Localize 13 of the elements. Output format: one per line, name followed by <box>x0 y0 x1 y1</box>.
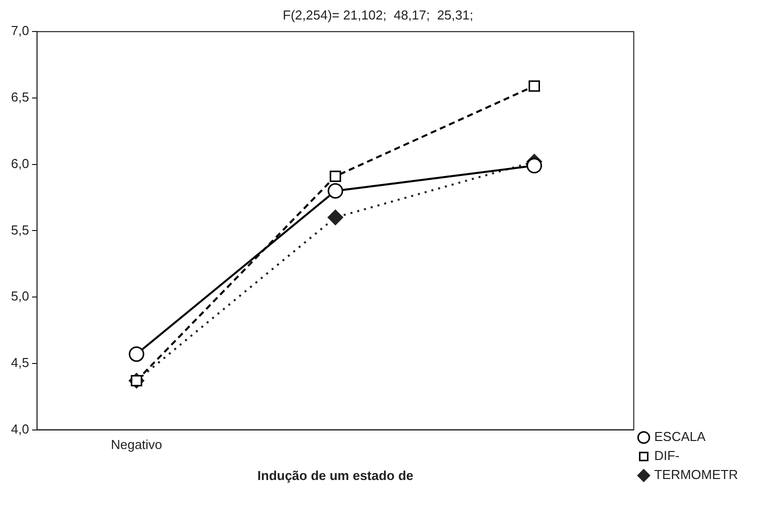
y-tick-label: 4,0 <box>10 421 30 436</box>
legend-label: ESCALA <box>654 429 706 444</box>
y-tick-label: 6,0 <box>10 156 30 171</box>
chart-title: F(2,254)= 21,102; 48,17; 25,31; <box>282 7 474 22</box>
y-tick-label: 5,5 <box>10 222 30 238</box>
x-axis-title: Indução de um estado de <box>257 468 414 483</box>
y-tick-label: 4,5 <box>10 355 30 370</box>
legend-label: TERMOMETR <box>654 467 738 482</box>
legend-label: DIF- <box>654 448 680 464</box>
x-tick-label: Negativo <box>110 437 162 452</box>
y-tick-label: 7,0 <box>10 23 30 38</box>
y-tick-label: 5,0 <box>10 288 30 304</box>
y-tick-label: 6,5 <box>10 90 30 105</box>
